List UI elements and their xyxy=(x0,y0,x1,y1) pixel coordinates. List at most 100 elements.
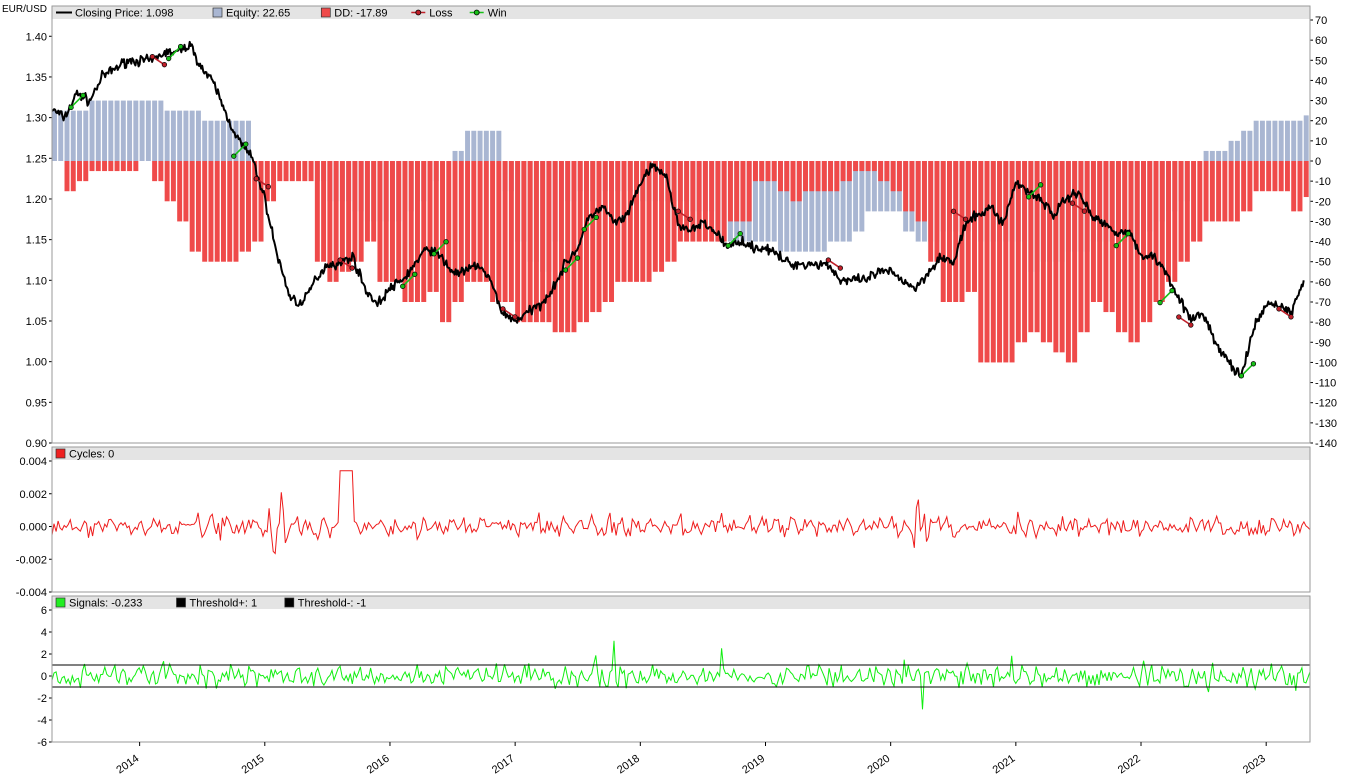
drawdown-bar xyxy=(884,161,890,182)
drawdown-bar xyxy=(828,161,834,192)
legend-label: Closing Price: 1.098 xyxy=(75,8,173,20)
signals-line xyxy=(51,640,1311,710)
drawdown-bar xyxy=(1222,161,1228,222)
equity-bar xyxy=(859,161,865,232)
drawdown-bar xyxy=(220,161,226,262)
right-tick-label: 50 xyxy=(1315,55,1327,67)
legend-marker xyxy=(473,9,480,16)
trade-segment xyxy=(1159,290,1173,304)
right-tick-label: -60 xyxy=(1315,277,1331,289)
win-marker xyxy=(166,55,172,62)
equity-bar xyxy=(815,161,821,252)
equity-bar xyxy=(765,161,771,242)
drawdown-bar xyxy=(602,161,608,302)
equity-bar xyxy=(790,161,796,252)
legend-item: Closing Price: 1.098 xyxy=(56,8,173,20)
left-tick-label: 6 xyxy=(41,605,47,617)
drawdown-bar xyxy=(659,161,665,272)
equity-bar xyxy=(1209,150,1215,161)
x-tick-label: 2018 xyxy=(615,753,642,777)
closing-price-line xyxy=(51,40,1305,379)
equity-bar xyxy=(878,161,884,212)
drawdown-bar xyxy=(915,161,921,222)
drawdown-bar xyxy=(1147,161,1153,323)
equity-bar xyxy=(120,100,126,161)
drawdown-bar xyxy=(1072,161,1078,363)
legend-item: Cycles: 0 xyxy=(55,449,114,461)
drawdown-bar xyxy=(1247,161,1253,212)
drawdown-bar xyxy=(871,161,877,172)
drawdown-bar xyxy=(339,161,345,272)
equity-bar xyxy=(458,150,464,161)
win-marker xyxy=(68,104,74,110)
signals-left-axis: -6 -4 -2 0 2 4 6 xyxy=(37,605,52,749)
right-tick-label: -70 xyxy=(1315,297,1331,309)
drawdown-bar xyxy=(1166,161,1172,282)
trade-segment xyxy=(70,94,84,108)
drawdown-bar xyxy=(64,161,70,192)
drawdown-bar xyxy=(990,161,996,363)
drawdown-bar xyxy=(984,161,990,363)
drawdown-bar xyxy=(1047,161,1053,343)
loss-marker xyxy=(349,265,355,271)
drawdown-bar xyxy=(208,161,214,262)
drawdown-bar xyxy=(571,161,577,333)
drawdown-bar xyxy=(796,161,802,202)
equity-bar xyxy=(452,150,458,161)
equity-bar xyxy=(70,110,76,161)
drawdown-bar xyxy=(1241,161,1247,212)
legend-label: Threshold+: 1 xyxy=(190,598,258,610)
loss-marker xyxy=(1069,200,1076,206)
loss-marker xyxy=(149,54,156,60)
drawdown-bar xyxy=(102,161,108,172)
drawdown-bar xyxy=(878,161,884,182)
equity-bar xyxy=(164,110,170,161)
drawdown-bar xyxy=(677,161,683,242)
cycles-legend-bar xyxy=(52,447,1310,460)
drawdown-bar xyxy=(752,161,758,182)
drawdown-bar xyxy=(383,161,389,282)
legend-label: Equity: 22.65 xyxy=(226,8,290,20)
drawdown-bar xyxy=(1191,161,1197,242)
trade-segment xyxy=(402,273,416,287)
symbol-label: EUR/USD xyxy=(2,4,47,15)
loss-marker xyxy=(337,257,343,263)
drawdown-bar xyxy=(821,161,827,192)
drawdown-bar xyxy=(1284,161,1290,192)
win-marker xyxy=(1113,242,1119,249)
equity-bar xyxy=(871,161,877,212)
drawdown-bar xyxy=(114,161,120,172)
equity-bar xyxy=(1284,120,1290,161)
left-tick-label: 1.40 xyxy=(26,31,47,43)
drawdown-bar xyxy=(1216,161,1222,222)
right-tick-label: 30 xyxy=(1315,96,1327,108)
equity-bar xyxy=(752,161,758,242)
signals-frame xyxy=(51,595,1311,743)
right-tick-label: -90 xyxy=(1315,337,1331,349)
drawdown-bar xyxy=(903,161,909,212)
drawdown-bar xyxy=(1197,161,1203,242)
left-tick-label: -6 xyxy=(37,737,47,749)
loss-marker xyxy=(687,216,693,222)
drawdown-bar xyxy=(1272,161,1278,192)
equity-bar xyxy=(884,161,890,212)
equity-bar xyxy=(89,100,95,161)
drawdown-bar xyxy=(684,161,690,242)
equity-bar xyxy=(1259,120,1265,161)
right-tick-label: -110 xyxy=(1315,378,1336,390)
cycles-left-axis: -0.004 -0.002 0.000 0.002 0.004 xyxy=(16,456,52,599)
drawdown-bar xyxy=(896,161,902,192)
drawdown-bar xyxy=(95,161,101,172)
equity-bar xyxy=(1203,150,1209,161)
equity-bar xyxy=(865,161,871,212)
right-tick-label: 20 xyxy=(1315,116,1327,128)
legend-marker xyxy=(415,9,422,16)
equity-bar xyxy=(220,120,226,161)
drawdown-bar xyxy=(853,161,859,172)
drawdown-bar xyxy=(540,161,546,323)
drawdown-bar xyxy=(1003,161,1009,363)
equity-bar xyxy=(840,161,846,242)
loss-marker xyxy=(265,184,271,190)
drawdown-bar xyxy=(1278,161,1284,192)
drawdown-bar xyxy=(271,161,277,202)
